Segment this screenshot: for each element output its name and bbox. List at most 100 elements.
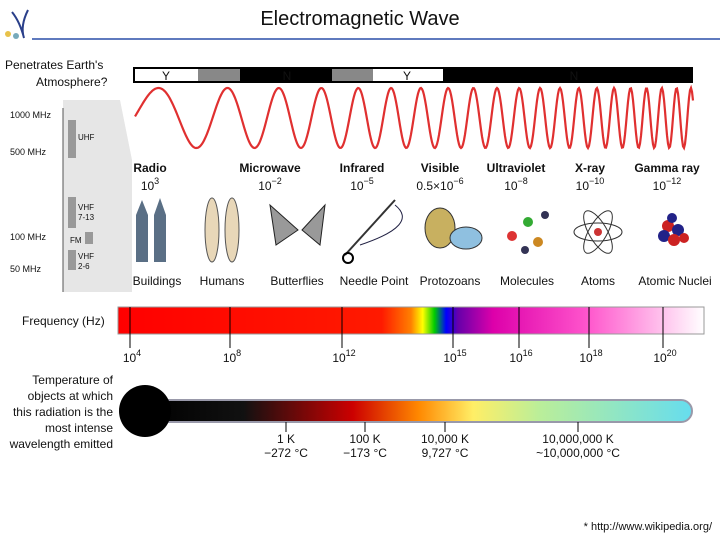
object-name: Butterflies	[270, 274, 323, 288]
atmosphere-label: Atmosphere?	[36, 75, 108, 89]
frequency-tick-label-base: 10	[579, 351, 593, 365]
radio-frequency: 1000 MHz	[10, 110, 52, 120]
frequency-tick-label: 1012	[332, 348, 355, 365]
region-name: Microwave	[239, 161, 301, 175]
temperature-celsius: ~10,000,000 °C	[536, 446, 620, 460]
frequency-tick-label: 1016	[509, 348, 532, 365]
region-wavelength-exponent: 3	[154, 176, 159, 186]
frequency-tick-label-base: 10	[653, 351, 667, 365]
radio-frequency: 100 MHz	[10, 232, 47, 242]
frequency-tick-label-base: 10	[443, 351, 457, 365]
frequency-tick-label-base: 10	[332, 351, 346, 365]
region-name: Radio	[133, 161, 166, 175]
region-wavelength-base: 10	[350, 179, 364, 193]
thermometer-bulb	[119, 385, 171, 437]
frequency-tick-label: 108	[223, 348, 241, 365]
radio-band-label: 7-13	[78, 213, 95, 222]
region-wavelength-exponent: −2	[272, 176, 282, 186]
radio-band-label: VHF	[78, 203, 94, 212]
temperature-kelvin: 100 K	[349, 432, 380, 446]
atmosphere-yes	[135, 69, 198, 81]
region-wavelength: 0.5×10−6	[416, 176, 463, 193]
frequency-tick-label-base: 10	[223, 351, 237, 365]
radio-band-label: 2-6	[78, 262, 90, 271]
region-name: Visible	[421, 161, 460, 175]
temperature-label: objects at which	[28, 389, 113, 403]
frequency-tick-label-base: 10	[509, 351, 523, 365]
radio-band-label: UHF	[78, 133, 95, 142]
atmosphere-partial	[198, 69, 240, 81]
temperature-label: Temperature of	[32, 373, 113, 387]
region-name: Ultraviolet	[487, 161, 546, 175]
frequency-tick-label-exponent: 18	[593, 348, 603, 358]
wave	[134, 84, 695, 151]
radio-frequency: 50 MHz	[10, 264, 42, 274]
source: * http://www.wikipedia.org/	[584, 521, 713, 533]
region-wavelength: 10−2	[258, 176, 282, 193]
frequency-tick-label-exponent: 20	[667, 348, 677, 358]
region-wavelength-base: 0.5×10	[416, 179, 453, 193]
radio-band-box	[68, 197, 76, 228]
region-wavelength-base: 10	[141, 179, 155, 193]
frequency-bar	[117, 306, 705, 335]
region-wavelength-base: 10	[576, 179, 590, 193]
object-name: Needle Point	[340, 274, 409, 288]
frequency-tick-label: 1020	[653, 348, 676, 365]
atmosphere-answer: N	[570, 69, 579, 83]
region-wavelength-exponent: −5	[364, 176, 374, 186]
region-wavelength: 10−12	[653, 176, 682, 193]
temperature-kelvin: 10,000 K	[421, 432, 469, 446]
atmosphere-yes	[373, 69, 443, 81]
temperature-celsius: −272 °C	[264, 446, 308, 460]
radio-band-label: VHF	[78, 252, 94, 261]
atmosphere-answer: Y	[162, 69, 170, 83]
temperature-label: wavelength emitted	[9, 437, 113, 451]
object-name: Humans	[200, 274, 245, 288]
region-wavelength: 10−10	[576, 176, 605, 193]
scale-wedge	[63, 100, 132, 292]
atmosphere-answer: Y	[403, 69, 411, 83]
atmosphere-label: Penetrates Earth's	[5, 58, 103, 72]
thermometer-tube	[144, 399, 693, 423]
frequency-tick-label: 1018	[579, 348, 602, 365]
object-name: Atomic Nuclei	[638, 274, 711, 288]
logo	[5, 9, 29, 39]
region-wavelength-base: 10	[504, 179, 518, 193]
region-wavelength-base: 10	[653, 179, 667, 193]
region-wavelength-exponent: −6	[453, 176, 463, 186]
temperature-label: this radiation is the	[13, 405, 113, 419]
temperature-kelvin: 1 K	[277, 432, 295, 446]
temperature-celsius: −173 °C	[343, 446, 387, 460]
object-name: Buildings	[133, 274, 182, 288]
atmosphere-answer: N	[283, 69, 292, 83]
frequency-label: Frequency (Hz)	[22, 314, 105, 328]
region-wavelength-exponent: −10	[589, 176, 604, 186]
region-wavelength-exponent: −8	[518, 176, 528, 186]
region-wavelength-base: 10	[258, 179, 272, 193]
frequency-tick-label-base: 10	[123, 351, 137, 365]
region-wavelength: 10−8	[504, 176, 528, 193]
region-wavelength-exponent: −12	[666, 176, 681, 186]
title: Electromagnetic Wave	[260, 8, 459, 30]
frequency-tick-label-exponent: 15	[457, 348, 467, 358]
radio-band-box	[85, 232, 93, 244]
temperature-kelvin: 10,000,000 K	[542, 432, 613, 446]
region-wavelength: 103	[141, 176, 159, 193]
object-name: Protozoans	[420, 274, 481, 288]
radio-band-box	[68, 120, 76, 158]
radio-band-label: FM	[70, 236, 82, 245]
frequency-tick-label-exponent: 8	[236, 348, 241, 358]
frequency-tick-label: 1015	[443, 348, 466, 365]
region-name: X-ray	[575, 161, 605, 175]
region-wavelength: 10−5	[350, 176, 374, 193]
frequency-tick-label-exponent: 12	[346, 348, 356, 358]
radio-frequency: 500 MHz	[10, 147, 47, 157]
object-name: Atoms	[581, 274, 615, 288]
icons	[136, 197, 689, 264]
radio-band-box	[68, 250, 76, 270]
frequency-tick-label: 104	[123, 348, 141, 365]
frequency-tick-label-exponent: 4	[136, 348, 141, 358]
region-name: Gamma ray	[634, 161, 700, 175]
region-name: Infrared	[340, 161, 385, 175]
